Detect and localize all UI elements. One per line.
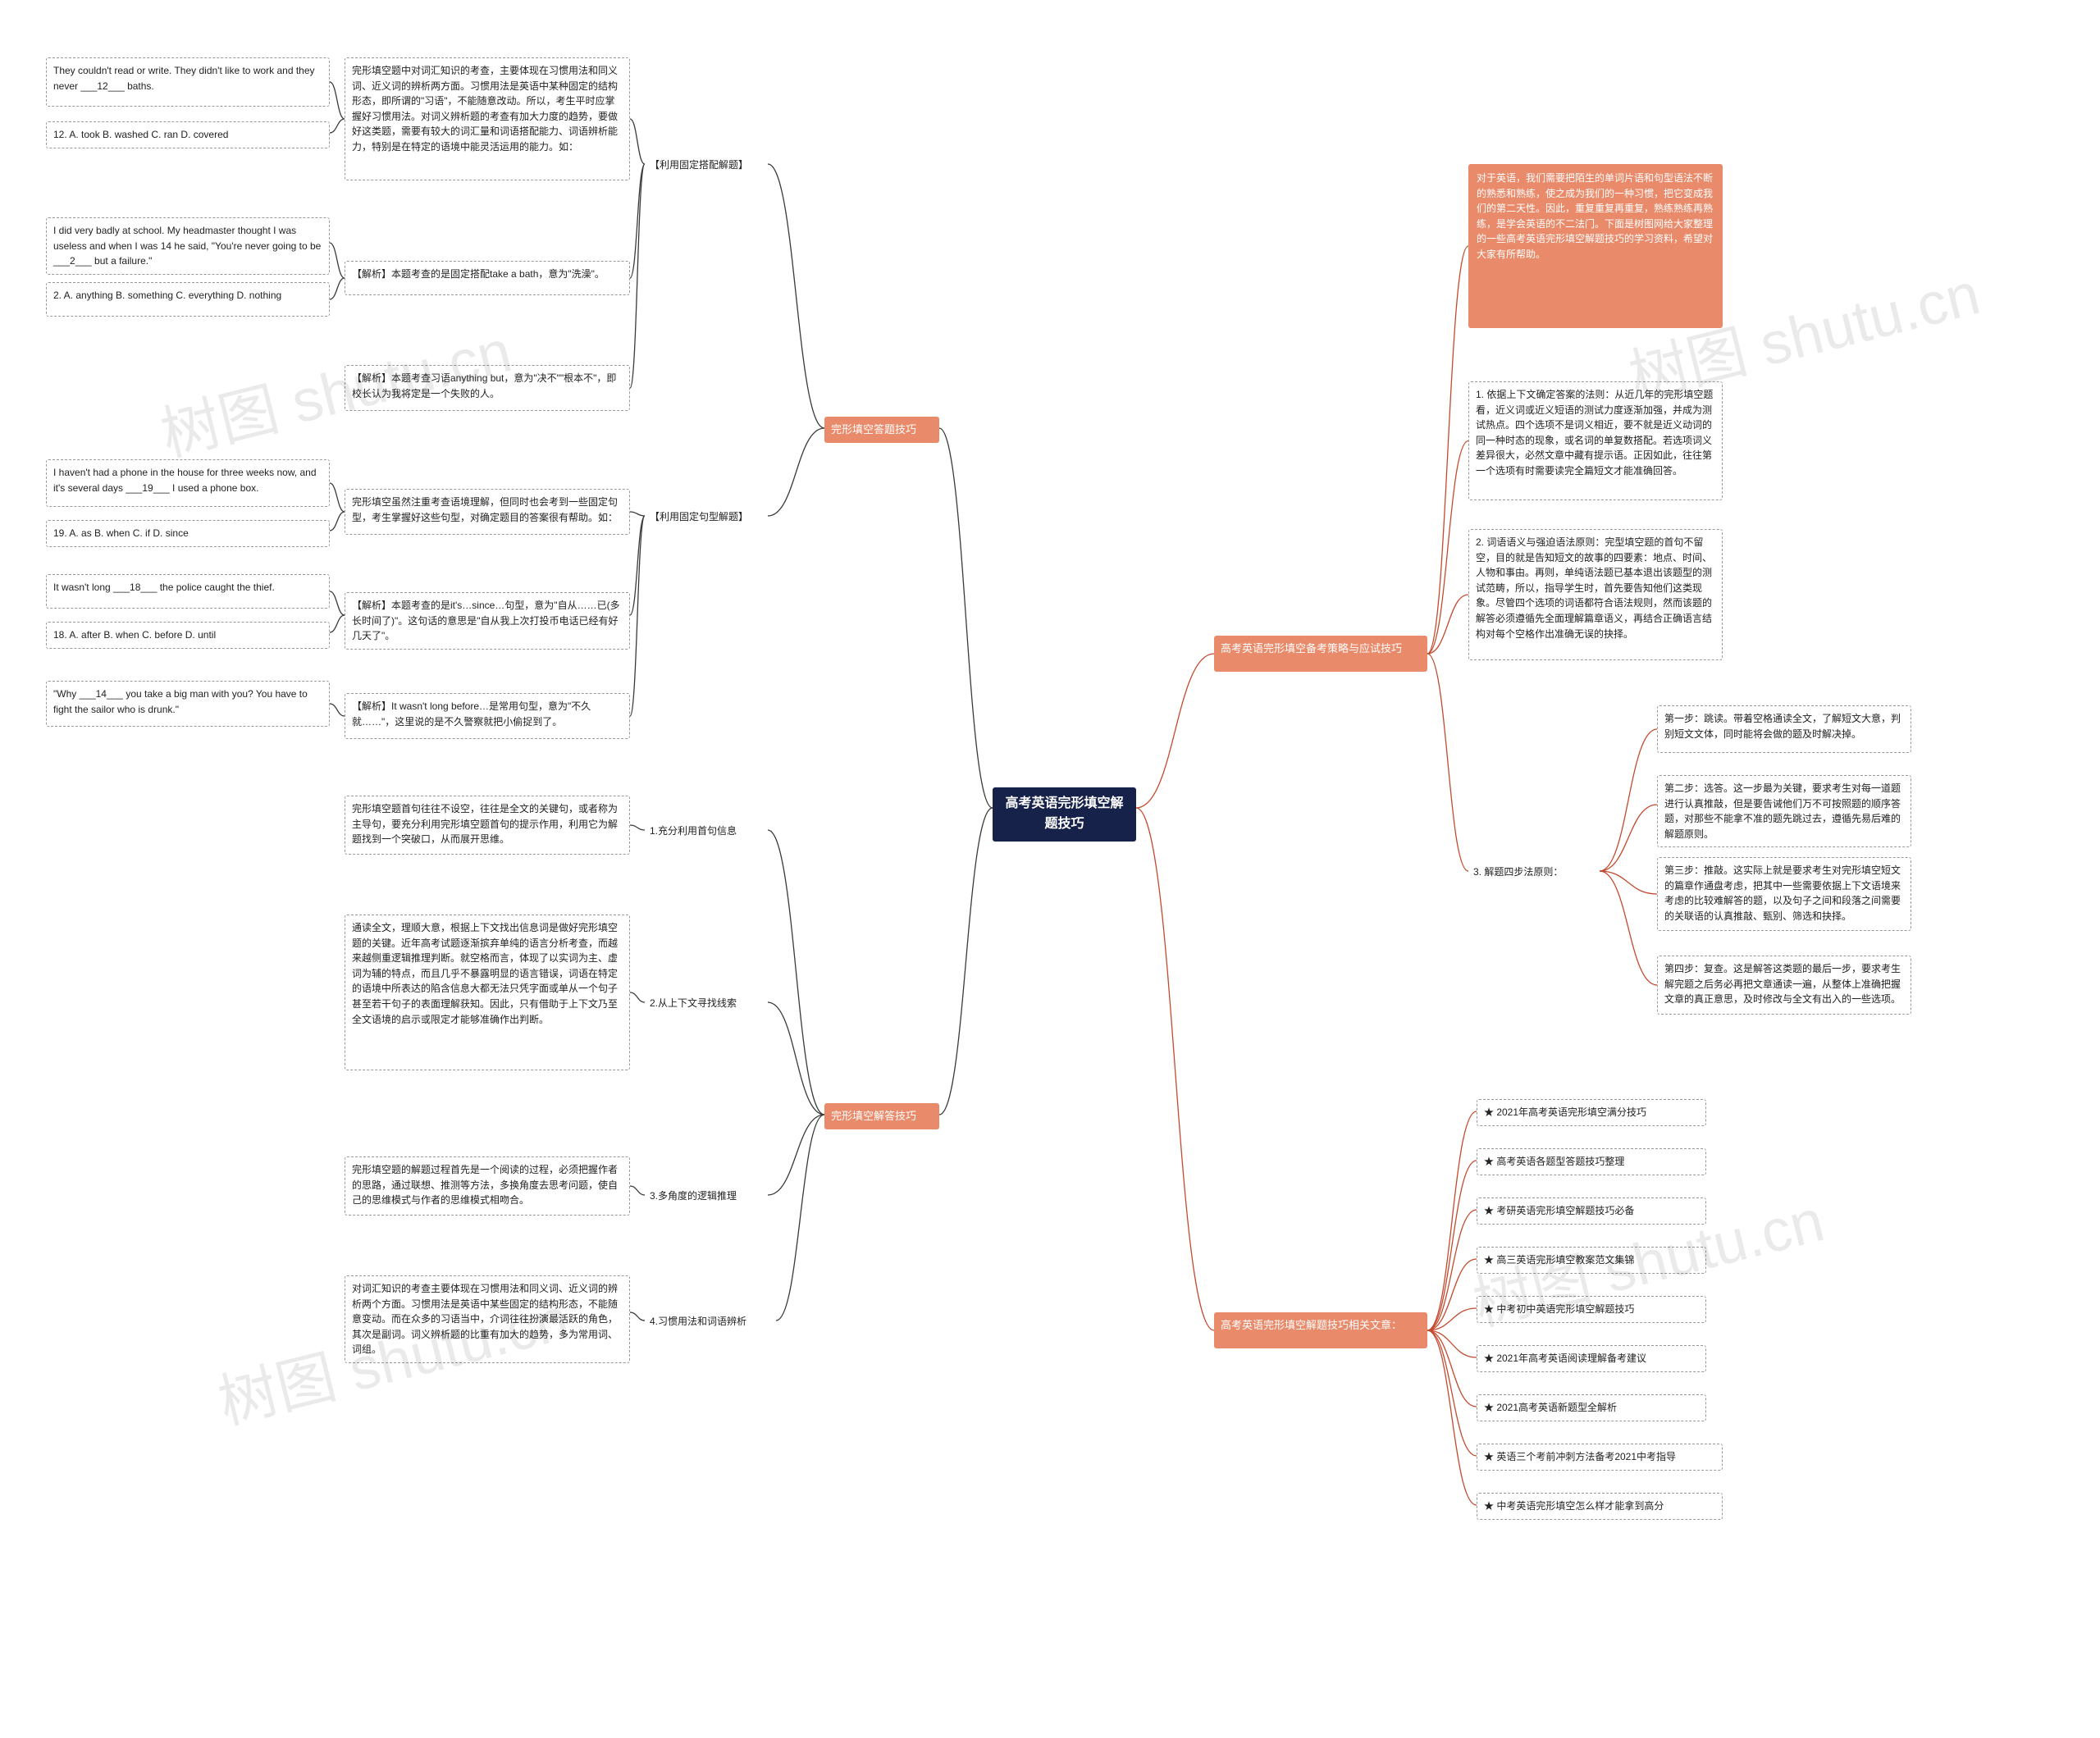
edge <box>330 704 345 716</box>
root-node: 高考英语完形填空解题技巧 <box>993 787 1136 842</box>
edge <box>1427 1259 1477 1330</box>
edge <box>1427 1210 1477 1330</box>
left-paragraph: They couldn't read or write. They didn't… <box>46 57 330 107</box>
edge <box>939 428 993 808</box>
left-paragraph: "Why ___14___ you take a big man with yo… <box>46 681 330 727</box>
left-paragraph: 12. A. took B. washed C. ran D. covered <box>46 121 330 148</box>
right-subnode: 3. 解题四步法原则： <box>1468 861 1600 883</box>
left-paragraph: 完形填空题首句往往不设空，往往是全文的关键句，或者称为主导句，要充分利用完形填空… <box>345 796 630 855</box>
edge <box>630 1186 645 1195</box>
right-link: ★ 高三英语完形填空教案范文集锦 <box>1477 1247 1706 1274</box>
right-link: ★ 英语三个考前冲刺方法备考2021中考指导 <box>1477 1444 1723 1471</box>
right-paragraph: 2. 词语语义与强迫语法原则：完型填空题的首句不留空，目的就是告知短文的故事的四… <box>1468 529 1723 660</box>
edge <box>768 164 824 428</box>
left-subnode: 3.多角度的逻辑推理 <box>645 1185 768 1207</box>
edge <box>630 512 645 516</box>
left-paragraph: 【解析】本题考查的是it's…since…句型，意为"自从……已(多长时间了)"… <box>345 592 630 650</box>
right-paragraph: 1. 依据上下文确定答案的法则：从近几年的完形填空题看，近义词或近义短语的测试力… <box>1468 381 1723 500</box>
edge <box>330 615 345 632</box>
edge <box>1600 805 1657 871</box>
right-branch: 高考英语完形填空解题技巧相关文章： <box>1214 1312 1427 1348</box>
right-step: 第二步：选答。这一步最为关键，要求考生对每一道题进行认真推敲，但是要告诫他们万不… <box>1657 775 1911 847</box>
left-branch: 完形填空解答技巧 <box>824 1103 939 1129</box>
left-paragraph: I did very badly at school. My headmaste… <box>46 217 330 275</box>
edge <box>1600 729 1657 871</box>
edge <box>630 516 645 716</box>
edge <box>1427 1308 1477 1330</box>
right-branch: 高考英语完形填空备考策略与应试技巧 <box>1214 636 1427 672</box>
mindmap-stage: 高考英语完形填空解题技巧 完形填空答题技巧 【利用固定搭配解题】完形填空题中对词汇知… <box>0 0 2100 1738</box>
edge <box>768 428 824 516</box>
left-paragraph: 通读全文，理顺大意，根据上下文找出信息词是做好完形填空题的关键。近年高考试题逐渐… <box>345 915 630 1070</box>
right-link: ★ 2021高考英语新题型全解析 <box>1477 1394 1706 1421</box>
left-paragraph: I haven't had a phone in the house for t… <box>46 459 330 507</box>
edge <box>630 164 645 278</box>
left-subnode: 2.从上下文寻找线索 <box>645 992 768 1015</box>
left-subnode: 1.充分利用首句信息 <box>645 820 768 842</box>
edge <box>330 82 345 119</box>
edge <box>330 512 345 531</box>
left-subnode: 【利用固定搭配解题】 <box>645 154 768 176</box>
left-paragraph: 【解析】It wasn't long before…是常用句型，意为"不久就……… <box>345 693 630 739</box>
right-step: 第三步：推敲。这实际上就是要求考生对完形填空短文的篇章作通盘考虑，把其中一些需要… <box>1657 857 1911 931</box>
edge <box>630 825 645 830</box>
edge <box>939 808 993 1115</box>
right-intro: 对于英语，我们需要把陌生的单词片语和句型语法不断的熟悉和熟练，使之成为我们的一种… <box>1468 164 1723 328</box>
edge <box>1427 1111 1477 1330</box>
edge <box>1427 1161 1477 1330</box>
edge <box>330 243 345 278</box>
edge <box>768 1115 824 1195</box>
left-paragraph: 完形填空虽然注重考查语境理解，但同时也会考到一些固定句型，考生掌握好这些句型，对… <box>345 489 630 535</box>
left-paragraph: 对词汇知识的考查主要体现在习惯用法和同义词、近义词的辨析两个方面。习惯用法是英语… <box>345 1275 630 1363</box>
right-step: 第四步：复查。这是解答这类题的最后一步，要求考生解完题之后务必再把文章通读一遍，… <box>1657 956 1911 1015</box>
left-paragraph: 【解析】本题考查的是固定搭配take a bath，意为"洗澡"。 <box>345 261 630 295</box>
left-subnode: 4.习惯用法和词语辨析 <box>645 1311 776 1333</box>
edge <box>630 992 645 1002</box>
edge <box>330 119 345 133</box>
edge <box>330 591 345 615</box>
edge <box>630 164 645 388</box>
left-subnode: 【利用固定句型解题】 <box>645 506 768 528</box>
edge <box>1427 1330 1477 1407</box>
edge <box>768 1002 824 1115</box>
right-step: 第一步：跳读。带着空格通读全文，了解短文大意，判别短文文体，同时能将会做的题及时… <box>1657 705 1911 753</box>
left-paragraph: 18. A. after B. when C. before D. until <box>46 622 330 649</box>
right-link: ★ 2021年高考英语阅读理解备考建议 <box>1477 1345 1706 1372</box>
edge <box>1600 871 1657 894</box>
right-link: ★ 考研英语完形填空解题技巧必备 <box>1477 1197 1706 1225</box>
edge <box>1427 441 1468 655</box>
right-link: ★ 中考初中英语完形填空解题技巧 <box>1477 1296 1706 1323</box>
edge <box>1136 654 1214 808</box>
edge <box>768 830 824 1115</box>
left-paragraph: 19. A. as B. when C. if D. since <box>46 520 330 547</box>
edge <box>776 1115 824 1321</box>
edge <box>1427 246 1468 654</box>
edge <box>330 278 345 299</box>
right-link: ★ 高考英语各题型答题技巧整理 <box>1477 1148 1706 1175</box>
edge <box>630 1312 645 1321</box>
left-paragraph: It wasn't long ___18___ the police caugh… <box>46 574 330 609</box>
edge <box>1427 1330 1477 1456</box>
edge <box>1427 595 1468 654</box>
right-link: ★ 2021年高考英语完形填空满分技巧 <box>1477 1099 1706 1126</box>
left-paragraph: 2. A. anything B. something C. everythin… <box>46 282 330 317</box>
left-paragraph: 【解析】本题考查习语anything but，意为"决不""根本不"，即校长认为… <box>345 365 630 411</box>
left-branch: 完形填空答题技巧 <box>824 417 939 443</box>
left-paragraph: 完形填空题的解题过程首先是一个阅读的过程，必须把握作者的思路，通过联想、推测等方… <box>345 1156 630 1216</box>
right-link: ★ 中考英语完形填空怎么样才能拿到高分 <box>1477 1493 1723 1520</box>
edge <box>330 483 345 512</box>
edge <box>630 119 645 164</box>
edge <box>1427 654 1468 871</box>
edge <box>1136 808 1214 1330</box>
edge <box>1427 1330 1477 1357</box>
left-paragraph: 完形填空题中对词汇知识的考查，主要体现在习惯用法和同义词、近义词的辨析两方面。习… <box>345 57 630 180</box>
edge <box>630 516 645 615</box>
edge <box>1600 871 1657 985</box>
edge <box>1427 1330 1477 1505</box>
